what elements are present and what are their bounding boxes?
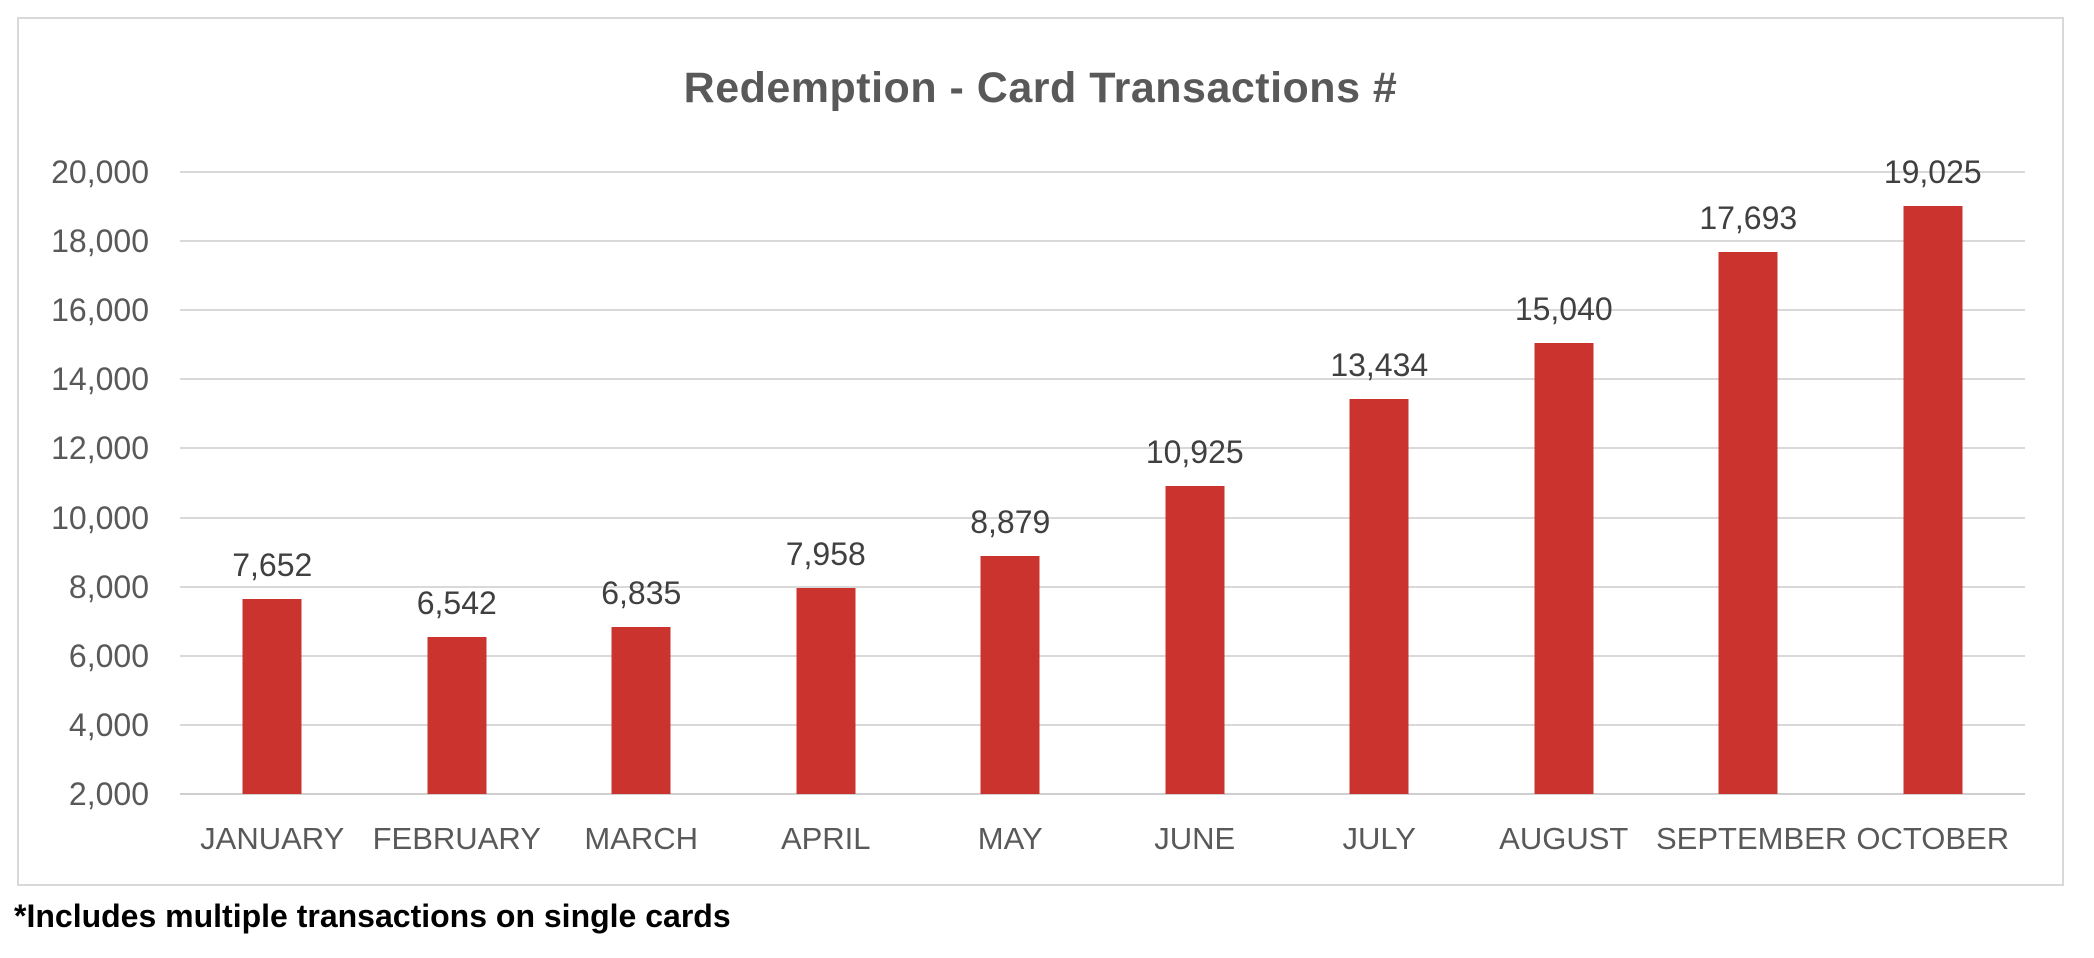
bar-february	[427, 637, 487, 794]
x-axis-label-may: MAY	[977, 821, 1043, 856]
y-axis-label-20000: 20,000	[51, 154, 149, 190]
bar-september	[1718, 251, 1778, 794]
bar-value-label-october: 19,025	[1883, 153, 1982, 190]
gridline-14000	[180, 378, 2025, 381]
bar-april	[796, 588, 856, 794]
bar-column-july: 13,434	[1287, 172, 1472, 794]
chart-title: Redemption - Card Transactions #	[683, 64, 1398, 112]
bar-value-label-july: 13,434	[1330, 346, 1429, 383]
gridline-10000	[180, 516, 2025, 519]
x-axis-label-march: MARCH	[584, 821, 699, 856]
y-axis-label-8000: 8,000	[68, 568, 149, 605]
bar-column-january: 7,652	[180, 172, 365, 794]
plot-area: 7,652 6,542 6,835 7,958 8,879 10,925 13,434 15,…	[180, 154, 2026, 795]
y-axis-label-2000: 2,000	[68, 776, 149, 812]
x-axis-label-october: OCTOBER	[1856, 821, 2010, 856]
gridline-20000	[180, 171, 2025, 173]
bar-value-label-february: 6,542	[416, 585, 497, 622]
bar-october	[1903, 205, 1963, 794]
gridline-16000	[180, 309, 2025, 312]
gridline-18000	[180, 240, 2025, 243]
bar-january	[242, 598, 302, 794]
bar-column-may: 8,879	[918, 172, 1103, 794]
bar-july	[1349, 398, 1409, 794]
y-axis-label-18000: 18,000	[51, 223, 149, 260]
chart-footnote: *Includes multiple transactions on singl…	[14, 898, 731, 934]
x-axis-label-january: JANUARY	[200, 821, 345, 856]
bar-august	[1534, 343, 1594, 794]
x-axis-label-august: AUGUST	[1499, 821, 1629, 856]
bar-may	[980, 556, 1040, 794]
bar-value-label-june: 10,925	[1145, 433, 1244, 470]
bar-column-september: 17,693	[1656, 172, 1841, 794]
bar-value-label-march: 6,835	[601, 574, 682, 611]
y-axis-label-10000: 10,000	[51, 499, 149, 536]
gridline-6000	[180, 654, 2025, 657]
y-axis-label-14000: 14,000	[51, 361, 149, 398]
y-axis-label-6000: 6,000	[68, 637, 149, 674]
gridline-8000	[180, 585, 2025, 588]
gridline-2000	[180, 793, 2025, 795]
x-axis-label-june: JUNE	[1154, 821, 1236, 856]
y-axis-label-12000: 12,000	[51, 430, 149, 467]
bar-value-label-august: 15,040	[1514, 291, 1613, 328]
x-axis-label-april: APRIL	[780, 821, 871, 856]
bar-column-february: 6,542	[365, 172, 550, 794]
y-axis-label-4000: 4,000	[68, 706, 149, 743]
gridline-12000	[180, 447, 2025, 450]
bar-column-march: 6,835	[549, 172, 734, 794]
bar-value-label-january: 7,652	[232, 546, 313, 583]
bar-june	[1165, 485, 1225, 794]
bar-column-june: 10,925	[1103, 172, 1288, 794]
y-axis-label-16000: 16,000	[51, 292, 149, 329]
bar-value-label-may: 8,879	[970, 504, 1051, 541]
bar-column-april: 7,958	[734, 172, 919, 794]
bar-march	[611, 626, 671, 794]
bar-column-october: 19,025	[1841, 154, 2026, 794]
bar-column-august: 15,040	[1472, 172, 1657, 794]
bar-value-label-april: 7,958	[785, 536, 866, 573]
gridline-4000	[180, 723, 2025, 726]
x-axis-label-september: SEPTEMBER	[1656, 821, 1848, 856]
x-axis-label-july: JULY	[1342, 821, 1416, 856]
chart-container: Redemption - Card Transactions # 7,652 6,…	[17, 17, 2064, 886]
x-axis-label-february: FEBRUARY	[372, 821, 541, 856]
bar-value-label-september: 17,693	[1699, 199, 1798, 236]
